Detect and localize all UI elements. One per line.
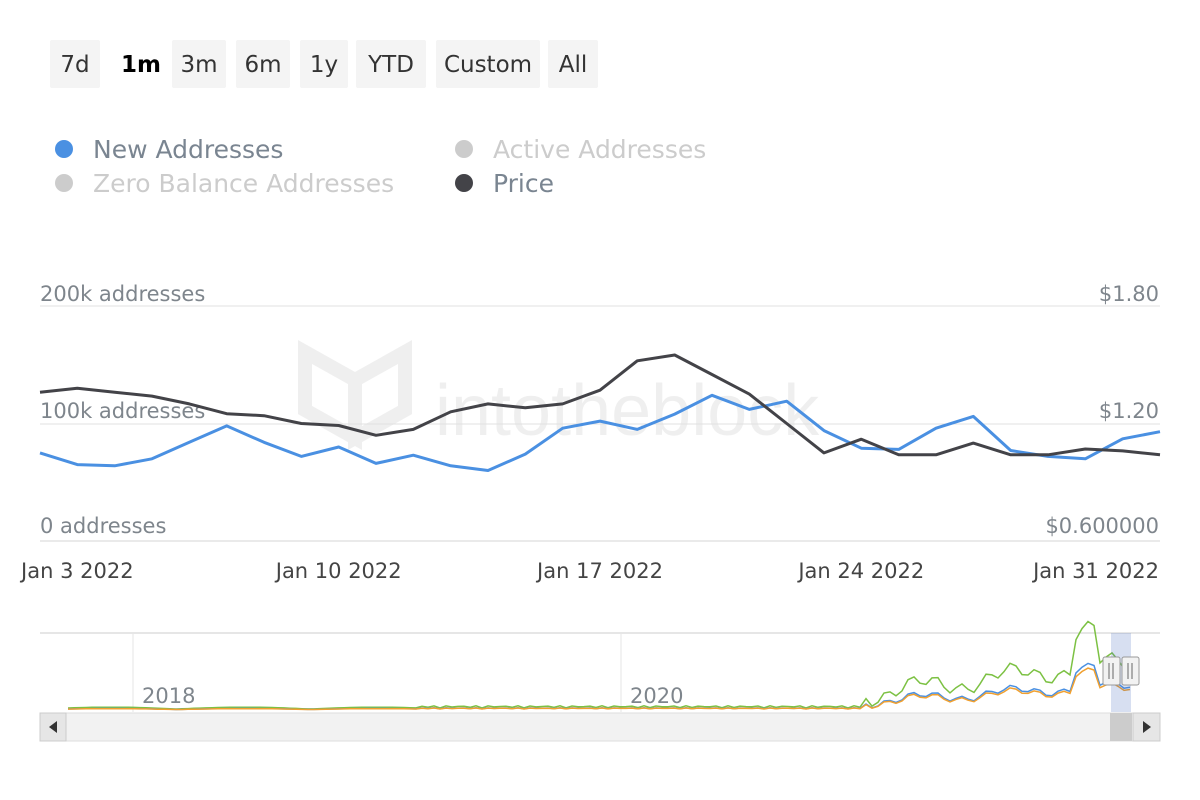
x-tick-label: Jan 17 2022 (535, 559, 663, 583)
range-button-3m[interactable]: 3m (172, 40, 226, 88)
right-tick-label: $1.20 (1099, 399, 1159, 423)
range-button-all[interactable]: All (548, 40, 598, 88)
range-button-7d[interactable]: 7d (50, 40, 100, 88)
legend-marker-icon (455, 174, 473, 192)
range-button-1m[interactable]: 1m (112, 40, 170, 88)
legend-label: Active Addresses (493, 135, 707, 164)
legend-item-zero-balance-addresses[interactable]: Zero Balance Addresses (55, 167, 394, 201)
navigator-label: 2018 (142, 684, 195, 708)
navigator-handle-right[interactable] (1121, 656, 1140, 686)
legend-marker-icon (455, 140, 473, 158)
left-tick-label: 0 addresses (40, 514, 166, 538)
navigator-selected-range[interactable] (1111, 633, 1131, 712)
watermark-text: intotheblock (435, 371, 820, 451)
range-button-6m[interactable]: 6m (236, 40, 290, 88)
watermark-logo: intotheblock (298, 340, 820, 451)
legend-marker-icon (55, 174, 73, 192)
left-tick-label: 200k addresses (40, 282, 205, 306)
legend-item-new-addresses[interactable]: New Addresses (55, 133, 283, 167)
legend-label: Price (493, 169, 554, 198)
navigator-handle-left[interactable] (1102, 656, 1121, 686)
legend-item-active-addresses[interactable]: Active Addresses (455, 133, 706, 167)
range-button-custom[interactable]: Custom (436, 40, 540, 88)
x-tick-label: Jan 10 2022 (274, 559, 402, 583)
navigator[interactable]: 2018 2020 (40, 620, 1160, 713)
right-tick-label: $1.80 (1099, 282, 1159, 306)
series-line-price[interactable] (39, 353, 1161, 457)
x-tick-label: Jan 3 2022 (19, 559, 134, 583)
x-tick-label: Jan 31 2022 (1031, 559, 1159, 583)
legend-marker-icon (55, 140, 73, 158)
right-tick-label: $0.600000 (1045, 514, 1159, 538)
series-line-new-addresses[interactable] (39, 393, 1161, 472)
scrollbar-track[interactable] (39, 712, 1161, 742)
scrollbar-thumb[interactable] (1110, 713, 1132, 741)
scrollbar[interactable] (39, 712, 1161, 742)
navigator-label: 2020 (630, 684, 683, 708)
legend-label: Zero Balance Addresses (93, 169, 395, 198)
x-axis-labels: Jan 3 2022 Jan 10 2022 Jan 17 2022 Jan 24 2… (19, 559, 1159, 583)
navigator-series-line (67, 667, 1131, 711)
navigator-series-line (67, 620, 1131, 710)
x-tick-label: Jan 24 2022 (796, 559, 924, 583)
arrow-left-icon (49, 721, 57, 733)
arrow-right-icon (1143, 721, 1151, 733)
range-button-ytd[interactable]: YTD (356, 40, 426, 88)
legend-label: New Addresses (93, 135, 284, 164)
navigator-series-line (67, 662, 1131, 711)
legend-item-price[interactable]: Price (455, 167, 554, 201)
range-button-1y[interactable]: 1y (300, 40, 348, 88)
